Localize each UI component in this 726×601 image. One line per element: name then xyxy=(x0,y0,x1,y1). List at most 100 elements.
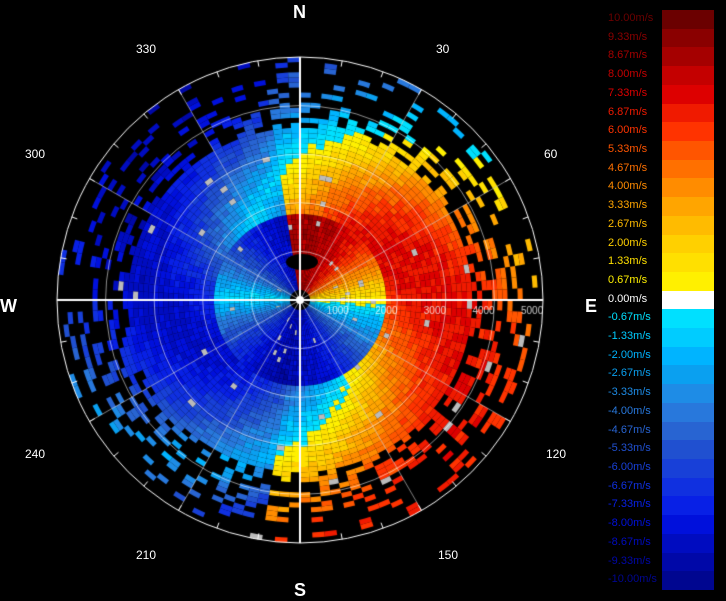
azimuth-label-30: 30 xyxy=(436,42,450,56)
legend-label: 0.67m/s xyxy=(608,273,648,286)
legend-entry: -7.33m/s xyxy=(606,496,716,516)
legend-swatch xyxy=(662,159,714,179)
legend-label: 3.33m/s xyxy=(608,199,648,212)
legend-swatch xyxy=(662,197,714,216)
legend-swatch xyxy=(662,47,714,67)
legend-label: 8.67m/s xyxy=(608,49,648,62)
legend-swatch xyxy=(662,10,714,29)
legend-swatch xyxy=(662,515,714,534)
legend-swatch xyxy=(662,28,714,48)
legend-swatch xyxy=(662,328,714,347)
legend-label: -10.00m/s xyxy=(608,573,657,586)
legend-swatch xyxy=(662,234,714,254)
legend-swatch xyxy=(662,84,714,104)
legend-swatch xyxy=(662,402,714,422)
legend-entry: 0.67m/s xyxy=(606,271,716,291)
legend-label: 2.67m/s xyxy=(608,217,648,230)
legend-entry: -6.67m/s xyxy=(606,477,716,497)
legend-entry: -1.33m/s xyxy=(606,328,716,347)
legend-label: -8.67m/s xyxy=(608,535,651,548)
legend-entry: -10.00m/s xyxy=(606,571,716,590)
legend-entry: 3.33m/s xyxy=(606,197,716,216)
azimuth-label-60: 60 xyxy=(544,147,558,161)
legend-label: -2.00m/s xyxy=(608,348,651,361)
legend-entry: -8.00m/s xyxy=(606,515,716,534)
legend-entry: -5.33m/s xyxy=(606,440,716,460)
legend-entry: 6.00m/s xyxy=(606,122,716,141)
legend-label: -4.67m/s xyxy=(608,423,651,436)
legend-label: 6.87m/s xyxy=(608,105,648,118)
legend-swatch xyxy=(662,477,714,497)
azimuth-label-210: 210 xyxy=(136,548,157,562)
legend-swatch xyxy=(662,571,714,590)
legend-entry: 8.00m/s xyxy=(606,66,716,85)
legend-label: 5.33m/s xyxy=(608,142,648,155)
legend-swatch xyxy=(662,552,714,572)
legend-entry: 8.67m/s xyxy=(606,47,716,67)
legend-label: -6.00m/s xyxy=(608,461,651,474)
legend-label: 0.00m/s xyxy=(608,292,648,305)
legend-entry: 4.00m/s xyxy=(606,178,716,198)
legend-swatch xyxy=(662,421,714,441)
azimuth-label-330: 330 xyxy=(136,42,157,56)
legend-swatch xyxy=(662,496,714,516)
azimuth-label-120: 120 xyxy=(546,447,567,461)
legend-entry: 6.87m/s xyxy=(606,103,716,123)
east-label: E xyxy=(585,296,598,316)
legend-entry: -6.00m/s xyxy=(606,459,716,478)
south-label: S xyxy=(294,580,307,600)
legend-entry: 0.00m/s xyxy=(606,290,716,310)
legend-swatch xyxy=(662,66,714,85)
legend-label: 6.00m/s xyxy=(608,124,648,137)
legend-label: 9.33m/s xyxy=(608,30,648,43)
legend-entry: 2.67m/s xyxy=(606,215,716,235)
legend-swatch xyxy=(662,178,714,198)
legend-swatch xyxy=(662,365,714,385)
legend-swatch xyxy=(662,253,714,272)
legend-label: -1.33m/s xyxy=(608,330,651,343)
west-label: W xyxy=(0,296,17,316)
legend-entry: 1.33m/s xyxy=(606,253,716,272)
legend-swatch xyxy=(662,122,714,141)
legend-swatch xyxy=(662,533,714,553)
legend-swatch xyxy=(662,309,714,329)
azimuth-label-240: 240 xyxy=(25,447,46,461)
north-label: N xyxy=(293,2,306,22)
legend-label: 1.33m/s xyxy=(608,255,648,268)
legend-entry: -9.33m/s xyxy=(606,552,716,572)
legend-swatch xyxy=(662,271,714,291)
velocity-color-legend: 10.00m/s 9.33m/s 8.67m/s 8.00m/s 7.33m/s 6.87… xyxy=(606,10,716,590)
legend-label: 8.00m/s xyxy=(608,68,648,81)
legend-label: 4.00m/s xyxy=(608,180,648,193)
legend-label: -6.67m/s xyxy=(608,479,651,492)
legend-swatch xyxy=(662,215,714,235)
legend-label: -0.67m/s xyxy=(608,311,651,324)
legend-label: 10.00m/s xyxy=(608,12,654,24)
legend-entry: -2.00m/s xyxy=(606,346,716,366)
legend-label: 7.33m/s xyxy=(608,86,648,99)
legend-swatch xyxy=(662,440,714,460)
legend-entry: 9.33m/s xyxy=(606,28,716,48)
legend-entry: -0.67m/s xyxy=(606,309,716,329)
legend-swatch xyxy=(662,459,714,478)
legend-entry: 2.00m/s xyxy=(606,234,716,254)
legend-label: -5.33m/s xyxy=(608,442,651,455)
radar-velocity-display[interactable] xyxy=(0,0,600,600)
legend-entry: -4.00m/s xyxy=(606,402,716,422)
legend-entry: -4.67m/s xyxy=(606,421,716,441)
legend-label: -8.00m/s xyxy=(608,517,651,530)
legend-entry: 4.67m/s xyxy=(606,159,716,179)
legend-entry: -2.67m/s xyxy=(606,365,716,385)
legend-swatch xyxy=(662,384,714,403)
legend-entry: -8.67m/s xyxy=(606,533,716,553)
legend-swatch xyxy=(662,140,714,160)
legend-entry: 5.33m/s xyxy=(606,140,716,160)
legend-label: 4.67m/s xyxy=(608,161,648,174)
azimuth-label-300: 300 xyxy=(25,147,46,161)
legend-label: -4.00m/s xyxy=(608,404,651,417)
legend-label: -9.33m/s xyxy=(608,554,651,567)
legend-label: -2.67m/s xyxy=(608,367,651,380)
legend-swatch xyxy=(662,346,714,366)
legend-swatch xyxy=(662,103,714,123)
legend-entry: -3.33m/s xyxy=(606,384,716,403)
